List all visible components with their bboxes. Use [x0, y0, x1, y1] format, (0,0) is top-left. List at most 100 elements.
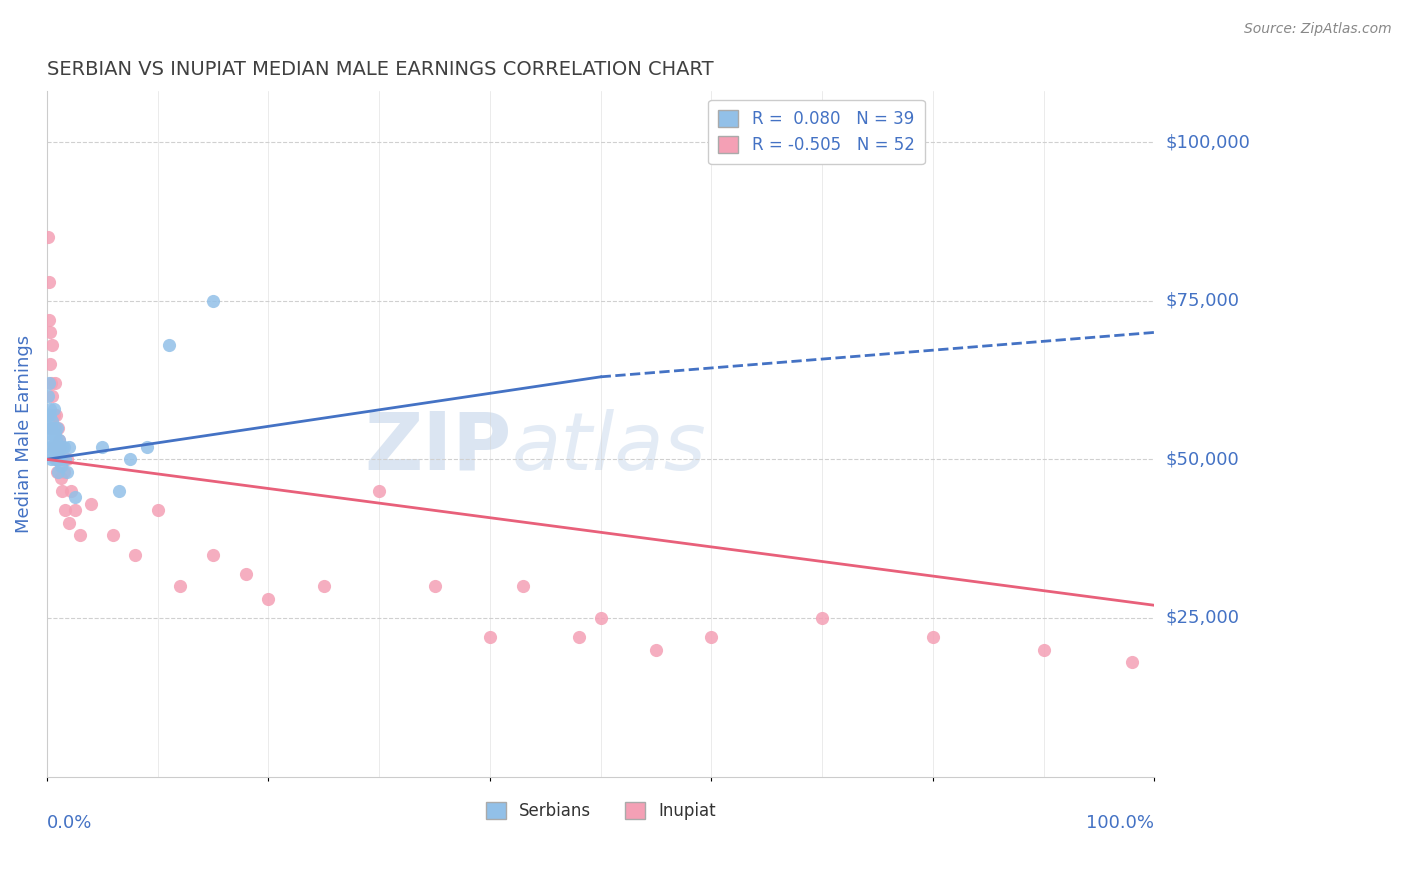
Point	[589, 611, 612, 625]
Point	[80, 497, 103, 511]
Point	[42, 440, 65, 454]
Point	[51, 452, 73, 467]
Text: 100.0%: 100.0%	[1087, 814, 1154, 832]
Text: $100,000: $100,000	[1166, 133, 1250, 151]
Point	[1121, 656, 1143, 670]
Point	[38, 312, 60, 326]
Point	[45, 446, 67, 460]
Point	[922, 630, 945, 644]
Text: $50,000: $50,000	[1166, 450, 1239, 468]
Point	[53, 503, 76, 517]
Point	[39, 426, 62, 441]
Point	[48, 434, 70, 448]
Text: atlas: atlas	[512, 409, 707, 487]
Point	[42, 408, 65, 422]
Point	[63, 503, 86, 517]
Point	[63, 491, 86, 505]
Point	[49, 452, 72, 467]
Point	[124, 548, 146, 562]
Point	[512, 579, 534, 593]
Point	[567, 630, 589, 644]
Point	[45, 434, 67, 448]
Point	[39, 452, 62, 467]
Point	[37, 230, 59, 244]
Point	[91, 440, 114, 454]
Point	[811, 611, 834, 625]
Point	[46, 465, 69, 479]
Point	[52, 465, 75, 479]
Point	[44, 420, 66, 434]
Point	[39, 357, 62, 371]
Point	[45, 440, 67, 454]
Point	[38, 376, 60, 391]
Point	[51, 484, 73, 499]
Text: $75,000: $75,000	[1166, 292, 1240, 310]
Point	[51, 458, 73, 473]
Point	[45, 452, 67, 467]
Point	[38, 275, 60, 289]
Text: 0.0%: 0.0%	[46, 814, 93, 832]
Point	[235, 566, 257, 581]
Point	[44, 376, 66, 391]
Point	[118, 452, 141, 467]
Legend: Serbians, Inupiat: Serbians, Inupiat	[479, 795, 723, 827]
Text: ZIP: ZIP	[364, 409, 512, 487]
Point	[41, 434, 63, 448]
Point	[312, 579, 335, 593]
Text: $25,000: $25,000	[1166, 609, 1240, 627]
Point	[1032, 642, 1054, 657]
Point	[56, 452, 79, 467]
Point	[202, 548, 225, 562]
Point	[146, 503, 169, 517]
Point	[53, 452, 76, 467]
Point	[48, 434, 70, 448]
Point	[42, 401, 65, 416]
Point	[38, 420, 60, 434]
Point	[42, 440, 65, 454]
Point	[45, 408, 67, 422]
Point	[46, 452, 69, 467]
Point	[39, 420, 62, 434]
Point	[108, 484, 131, 499]
Point	[58, 440, 80, 454]
Text: SERBIAN VS INUPIAT MEDIAN MALE EARNINGS CORRELATION CHART: SERBIAN VS INUPIAT MEDIAN MALE EARNINGS …	[46, 60, 713, 78]
Point	[41, 389, 63, 403]
Point	[41, 338, 63, 352]
Point	[39, 408, 62, 422]
Point	[39, 376, 62, 391]
Point	[169, 579, 191, 593]
Point	[257, 591, 280, 606]
Point	[478, 630, 501, 644]
Point	[45, 465, 67, 479]
Point	[39, 420, 62, 434]
Point	[42, 420, 65, 434]
Point	[202, 293, 225, 308]
Point	[645, 642, 668, 657]
Point	[37, 408, 59, 422]
Point	[45, 440, 67, 454]
Point	[56, 465, 79, 479]
Point	[41, 446, 63, 460]
Point	[39, 326, 62, 340]
Point	[135, 440, 157, 454]
Point	[45, 420, 67, 434]
Point	[51, 471, 73, 485]
Point	[700, 630, 723, 644]
Point	[423, 579, 446, 593]
Point	[52, 440, 75, 454]
Point	[44, 452, 66, 467]
Point	[69, 528, 91, 542]
Point	[37, 389, 59, 403]
Point	[58, 516, 80, 530]
Point	[368, 484, 391, 499]
Point	[51, 440, 73, 454]
Y-axis label: Median Male Earnings: Median Male Earnings	[15, 334, 32, 533]
Point	[157, 338, 180, 352]
Point	[49, 440, 72, 454]
Point	[39, 440, 62, 454]
Point	[103, 528, 125, 542]
Point	[60, 484, 83, 499]
Point	[46, 452, 69, 467]
Point	[44, 426, 66, 441]
Text: Source: ZipAtlas.com: Source: ZipAtlas.com	[1244, 22, 1392, 37]
